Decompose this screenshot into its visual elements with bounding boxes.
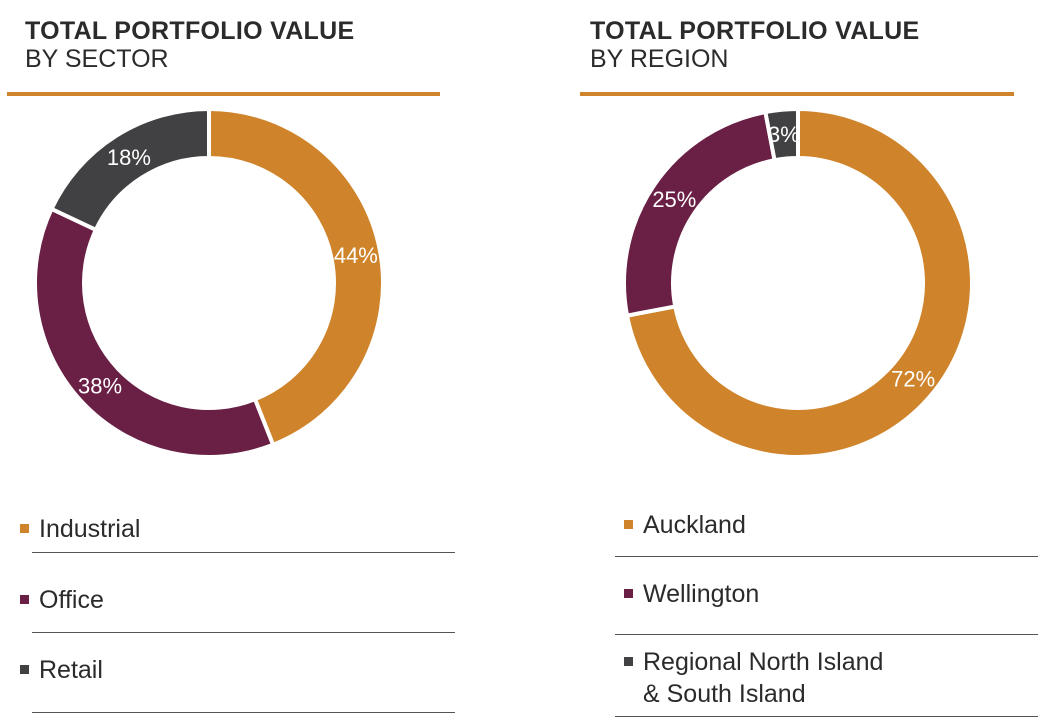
donut-slice-office (33, 206, 276, 459)
legend-swatch (20, 594, 29, 604)
data-label: 25% (652, 187, 696, 212)
legend-item-regional: Regional North Island & South Island (624, 646, 883, 710)
legend-label: Auckland (643, 511, 746, 539)
legend-item-retail: Retail (20, 654, 103, 686)
legend-swatch (20, 664, 29, 674)
legend-label: Regional North Island (643, 648, 884, 676)
divider (615, 634, 1038, 635)
donut-slice-regional-north-island-south-island (763, 106, 800, 163)
donut-slice-industrial (207, 106, 385, 448)
data-label: 38% (78, 373, 122, 398)
data-label: 3% (768, 122, 800, 147)
donut-slice-auckland (624, 106, 974, 459)
divider (615, 716, 1038, 717)
sector-title: TOTAL PORTFOLIO VALUE (25, 17, 355, 45)
region-donut: 72% 25% 3% (622, 106, 974, 459)
divider (32, 712, 455, 713)
legend-swatch (624, 519, 633, 529)
legend-label-cont: & South Island (643, 680, 806, 708)
divider (615, 556, 1038, 557)
legend-label: Industrial (39, 515, 141, 543)
legend-label: Retail (39, 656, 103, 684)
legend-label: Wellington (643, 580, 760, 608)
divider (32, 552, 455, 553)
data-label: 72% (891, 366, 935, 391)
legend-swatch (624, 588, 633, 598)
sector-donut: 44% 38% 18% (33, 106, 385, 459)
sector-rule (7, 92, 440, 96)
donut-slice-retail (48, 106, 211, 233)
data-label: 18% (107, 145, 151, 170)
legend-swatch (20, 523, 29, 533)
region-rule (580, 92, 1014, 96)
data-label: 44% (334, 243, 378, 268)
legend-label: Office (39, 586, 104, 614)
divider (32, 632, 455, 633)
legend-swatch (624, 656, 633, 666)
region-title: TOTAL PORTFOLIO VALUE (590, 17, 920, 45)
region-subtitle: BY REGION (590, 45, 729, 73)
legend-item-auckland: Auckland (624, 509, 746, 541)
legend-item-wellington: Wellington (624, 578, 759, 610)
legend-item-industrial: Industrial (20, 513, 140, 545)
sector-subtitle: BY SECTOR (25, 45, 169, 73)
legend-item-office: Office (20, 584, 104, 616)
donut-slice-wellington (622, 109, 777, 318)
